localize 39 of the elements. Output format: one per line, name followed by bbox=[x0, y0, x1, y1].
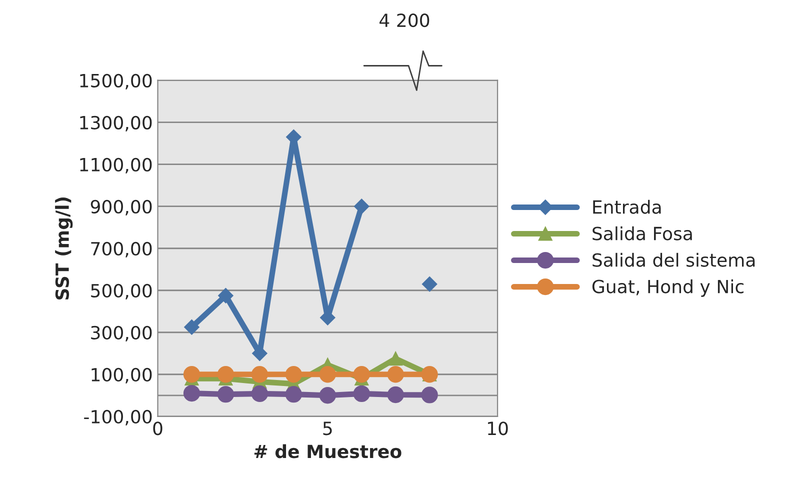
y-tick-label: 500,00 bbox=[91, 284, 152, 300]
y-tick-label: 300,00 bbox=[91, 326, 152, 342]
point bbox=[387, 386, 404, 404]
x-tick-label: 0 bbox=[153, 422, 162, 436]
x-tick-label: 10 bbox=[488, 422, 508, 436]
y-tick-label: 100,00 bbox=[92, 368, 152, 384]
point bbox=[251, 366, 268, 383]
y-axis-title: SST (mg/l) bbox=[55, 198, 73, 300]
x-axis-title: # de Muestreo bbox=[254, 444, 402, 458]
point bbox=[319, 366, 336, 383]
point bbox=[183, 366, 200, 383]
point bbox=[353, 366, 370, 383]
y-tick-label: 700,00 bbox=[91, 242, 152, 258]
point bbox=[218, 288, 234, 304]
point bbox=[387, 366, 404, 383]
point bbox=[285, 366, 302, 383]
point bbox=[285, 386, 302, 403]
point bbox=[217, 386, 234, 403]
point bbox=[421, 386, 438, 404]
point bbox=[422, 276, 438, 292]
point bbox=[353, 385, 370, 402]
point bbox=[354, 198, 370, 214]
y-tick-label: 1500,00 bbox=[80, 74, 152, 90]
point bbox=[319, 387, 336, 404]
legend-label: Salida Fosa bbox=[592, 226, 692, 240]
point bbox=[217, 366, 234, 383]
point bbox=[388, 352, 403, 366]
point bbox=[183, 384, 200, 402]
text: 4 200 bbox=[380, 13, 430, 28]
y-tick-label: 1300,00 bbox=[80, 116, 152, 132]
legend-label: Entrada bbox=[593, 200, 661, 214]
y-tick-label: 1100,00 bbox=[80, 158, 152, 174]
legend-label: Guat, Hond y Nic bbox=[592, 279, 744, 297]
y-tick-label: 900,00 bbox=[90, 200, 152, 216]
x-tick-label: 5 bbox=[323, 422, 332, 436]
point bbox=[251, 385, 268, 402]
legend-label: Salida del sistema bbox=[592, 252, 755, 267]
point bbox=[184, 320, 200, 335]
y-tick-label: -100,00 bbox=[84, 410, 152, 426]
